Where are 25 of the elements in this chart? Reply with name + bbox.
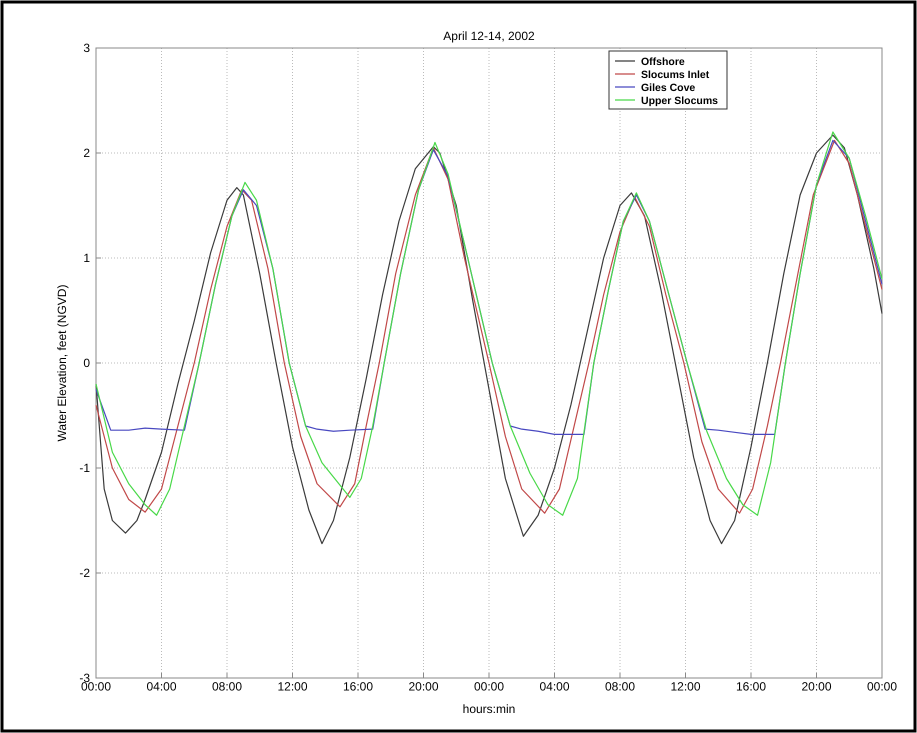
y-tick-label: 0	[83, 356, 90, 370]
x-tick-label: 12:00	[277, 680, 308, 694]
legend-label: Upper Slocums	[641, 95, 718, 107]
x-tick-label: 08:00	[604, 680, 636, 694]
y-tick-label: 1	[83, 250, 90, 265]
legend-label: Giles Cove	[641, 82, 696, 94]
x-tick-label: 08:00	[212, 680, 242, 694]
y-tick-label: 2	[83, 146, 90, 160]
x-tick-label: 00:00	[866, 680, 898, 694]
y-tick-label: 3	[83, 40, 90, 55]
x-tick-label: 04:00	[539, 680, 570, 694]
x-tick-label: 00:00	[474, 680, 504, 694]
x-tick-label: 20:00	[801, 680, 832, 694]
x-tick-label: 12:00	[670, 680, 701, 694]
legend-label: Slocums Inlet	[641, 69, 710, 81]
chart-title: April 12-14, 2002	[443, 29, 536, 43]
y-axis-title: Water Elevation, feet (NGVD)	[55, 284, 69, 442]
x-tick-label: 16:00	[342, 680, 374, 694]
x-tick-label: 04:00	[146, 680, 177, 694]
legend-label: Offshore	[641, 56, 685, 68]
x-axis-title: hours:min	[462, 702, 516, 716]
y-tick-label: -1	[79, 460, 90, 475]
y-tick-label: -2	[79, 566, 90, 580]
x-tick-label: 16:00	[736, 680, 766, 694]
x-tick-label: 20:00	[408, 680, 439, 694]
